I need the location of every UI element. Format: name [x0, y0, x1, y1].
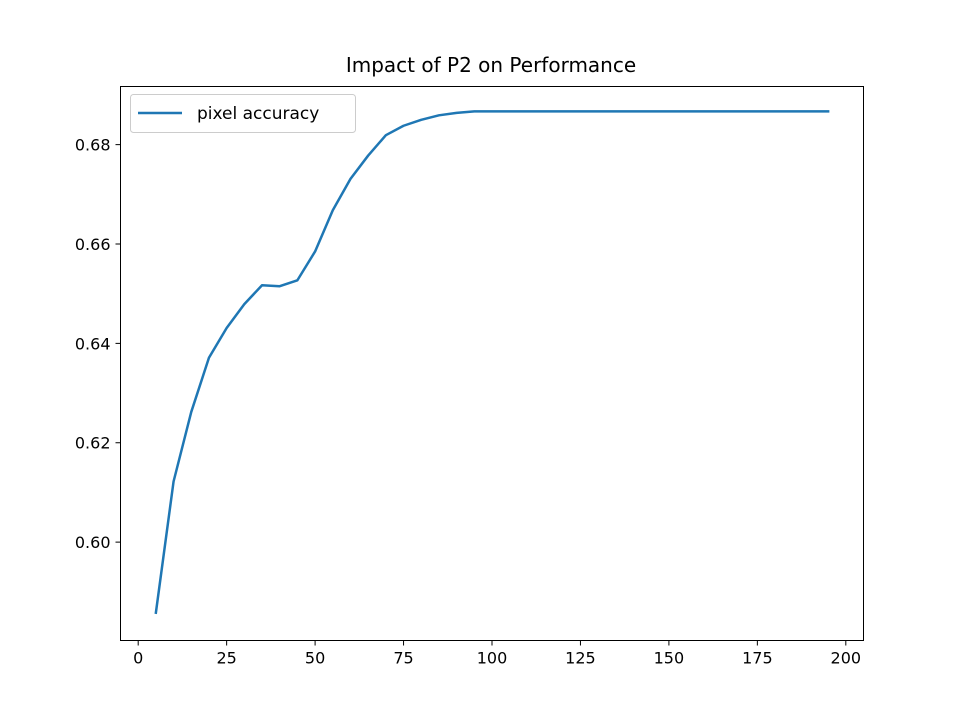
y-tick-label: 0.62 — [75, 434, 111, 453]
y-tick-label: 0.68 — [75, 136, 111, 155]
legend-label: pixel accuracy — [197, 104, 319, 124]
legend: pixel accuracy — [130, 94, 356, 133]
x-tick-label: 50 — [305, 649, 325, 668]
x-tick-label: 150 — [654, 649, 685, 668]
x-tick-label: 0 — [133, 649, 143, 668]
x-axis: 0 25 50 75 100 125 150 175 200 — [133, 640, 862, 668]
plot-frame — [120, 86, 864, 641]
x-tick-label: 175 — [742, 649, 773, 668]
legend-box — [130, 94, 356, 133]
y-axis: 0.60 0.62 0.64 0.66 0.68 — [75, 136, 121, 552]
series-line-pixel-accuracy — [154, 110, 830, 615]
x-tick-label: 200 — [831, 649, 862, 668]
x-tick-label: 100 — [477, 649, 508, 668]
chart-title: Impact of P2 on Performance — [346, 53, 636, 77]
y-tick-label: 0.60 — [75, 533, 111, 552]
y-tick-label: 0.66 — [75, 235, 111, 254]
x-tick-label: 25 — [216, 649, 236, 668]
x-tick-label: 125 — [565, 649, 596, 668]
x-tick-label: 75 — [393, 649, 413, 668]
y-tick-label: 0.64 — [75, 334, 111, 353]
